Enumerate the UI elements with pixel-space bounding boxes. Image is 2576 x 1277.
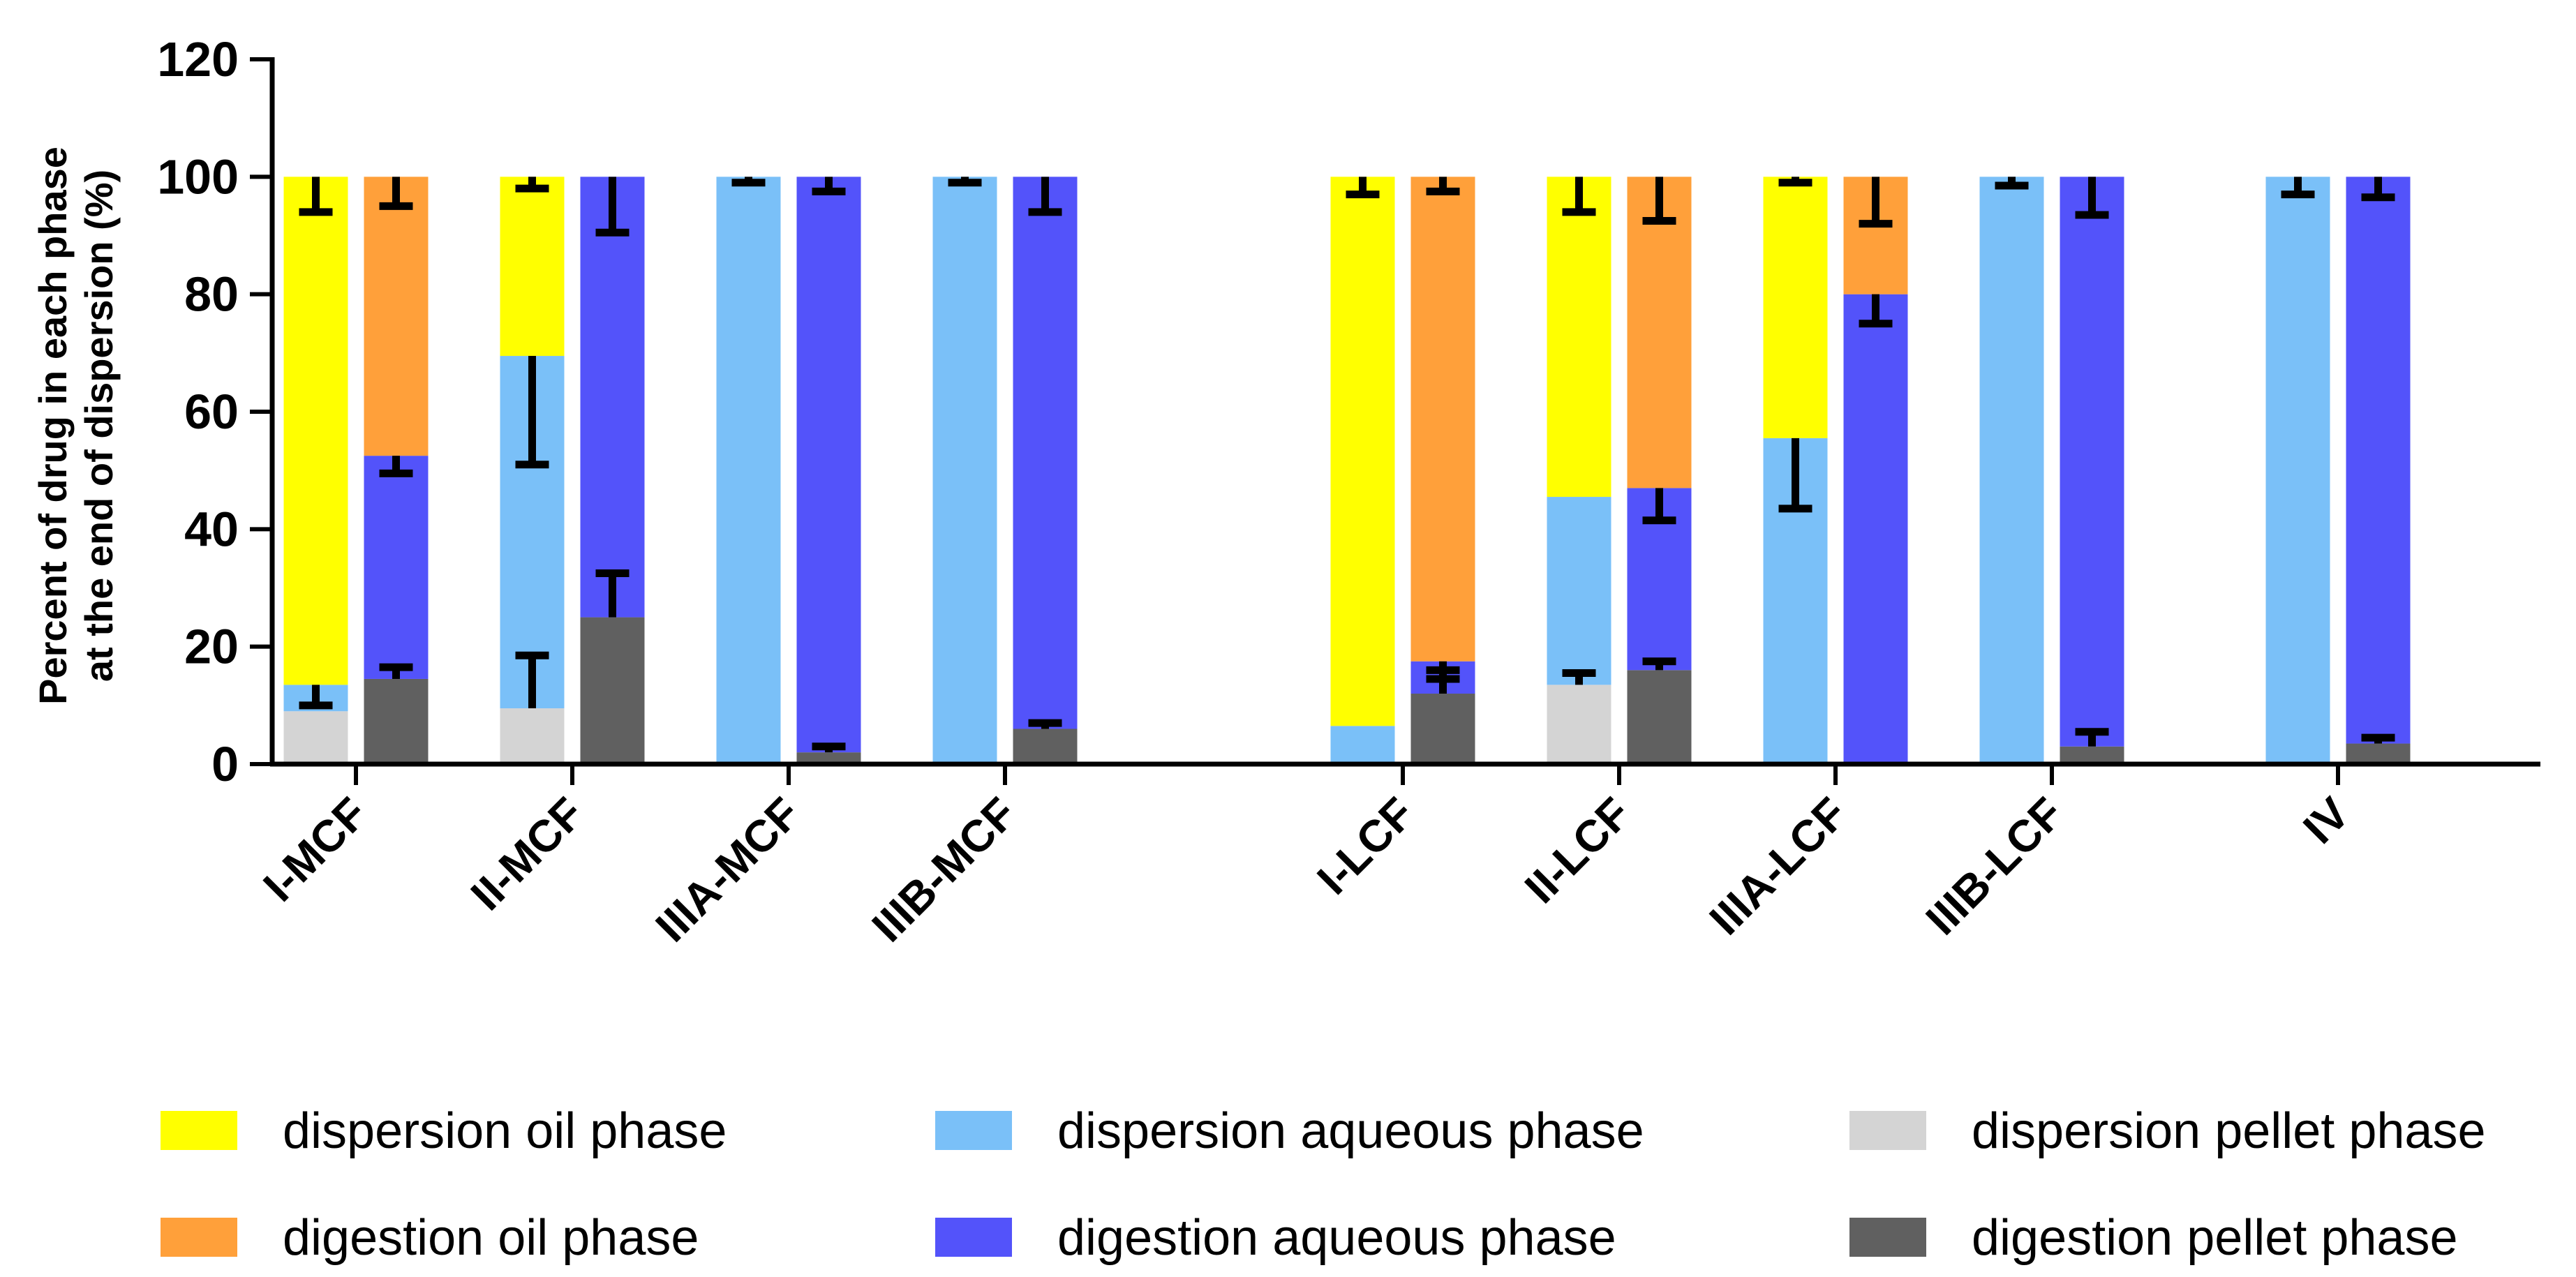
legend-label-dispersion_oil: dispersion oil phase	[283, 1103, 727, 1159]
bar-digestion-oil-II-LCF	[1627, 177, 1692, 488]
x-tick-label-II-MCF: II-MCF	[461, 788, 593, 920]
bar-digestion-pellet-IIIB-MCF	[1013, 729, 1078, 764]
bar-dispersion-oil-II-LCF	[1547, 177, 1611, 498]
legend-swatch-digestion_oil	[161, 1218, 237, 1257]
bar-dispersion-pellet-I-MCF	[283, 711, 348, 764]
legend-label-digestion_oil: digestion oil phase	[283, 1210, 699, 1266]
y-axis-label: Percent of drug in each phase at the end…	[31, 147, 121, 705]
bars	[283, 177, 2411, 765]
bar-dispersion-oil-I-LCF	[1330, 177, 1395, 726]
y-tick-label-0: 0	[211, 737, 239, 791]
y-tick-label-100: 100	[157, 149, 239, 204]
bar-digestion-pellet-IIIB-LCF	[2060, 746, 2124, 764]
bar-digestion-aqueous-IIIB-LCF	[2060, 177, 2124, 747]
y-tick-label-20: 20	[184, 620, 239, 674]
legend-swatch-digestion_aqueous	[935, 1218, 1012, 1257]
y-tick-label-60: 60	[184, 384, 239, 439]
x-tick-label-IIIB-LCF: IIIB-LCF	[1916, 788, 2073, 944]
bar-digestion-aqueous-I-MCF	[364, 456, 429, 679]
legend-label-digestion_pellet: digestion pellet phase	[1972, 1210, 2458, 1266]
bar-dispersion-aqueous-II-LCF	[1547, 497, 1611, 685]
y-tick-label-40: 40	[184, 502, 239, 556]
y-axis-label-line-1: Percent of drug in each phase	[31, 147, 75, 705]
x-tick-label-I-MCF: I-MCF	[253, 788, 377, 911]
bar-digestion-pellet-I-MCF	[364, 678, 429, 764]
legend-label-dispersion_pellet: dispersion pellet phase	[1972, 1103, 2486, 1159]
bar-digestion-oil-I-LCF	[1410, 177, 1475, 662]
x-tick-label-IIIB-MCF: IIIB-MCF	[862, 788, 1025, 951]
x-axis-ticks: I-MCF II-MCF IIIA-MCF IIIB-MCF I-LCF II-LCF II…	[253, 764, 2359, 951]
y-tick-label-120: 120	[157, 32, 239, 87]
bar-digestion-aqueous-II-MCF	[580, 177, 645, 618]
x-tick-label-IIIA-MCF: IIIA-MCF	[646, 788, 809, 951]
legend-label-dispersion_aqueous: dispersion aqueous phase	[1057, 1103, 1644, 1159]
bar-dispersion-oil-I-MCF	[283, 177, 348, 685]
legend-swatch-dispersion_aqueous	[935, 1111, 1012, 1150]
y-tick-label-80: 80	[184, 267, 239, 322]
legend: dispersion oil phase dispersion aqueous p…	[161, 1103, 2486, 1266]
y-axis-label-line-2: at the end of dispersion (%)	[77, 170, 121, 682]
bar-dispersion-aqueous-I-LCF	[1330, 726, 1395, 764]
bar-dispersion-aqueous-IIIB-MCF	[932, 177, 997, 765]
legend-swatch-dispersion_pellet	[1849, 1111, 1926, 1150]
bar-dispersion-oil-IIIA-LCF	[1763, 177, 1828, 438]
bar-dispersion-pellet-II-MCF	[500, 708, 565, 764]
bar-digestion-pellet-II-MCF	[580, 617, 645, 764]
error-bars	[299, 177, 2395, 753]
bar-dispersion-aqueous-IV	[2265, 177, 2330, 765]
x-tick-label-IV: IV	[2293, 788, 2359, 853]
x-tick-label-I-LCF: I-LCF	[1307, 788, 1424, 904]
y-axis-ticks: 0 20 40 60 80 100 120	[157, 32, 272, 791]
bar-dispersion-aqueous-IIIA-MCF	[716, 177, 781, 765]
bar-dispersion-aqueous-IIIB-LCF	[1979, 177, 2044, 765]
bar-digestion-aqueous-IIIA-LCF	[1843, 294, 1908, 765]
bar-digestion-aqueous-IIIA-MCF	[796, 177, 861, 753]
bar-digestion-oil-I-MCF	[364, 177, 429, 456]
bar-digestion-pellet-I-LCF	[1410, 694, 1475, 764]
bar-dispersion-oil-II-MCF	[500, 177, 565, 357]
bar-digestion-pellet-IIIA-MCF	[796, 752, 861, 764]
bar-digestion-pellet-II-LCF	[1627, 670, 1692, 764]
bar-digestion-pellet-IV	[2346, 743, 2411, 764]
x-tick-label-II-LCF: II-LCF	[1515, 788, 1640, 913]
legend-swatch-dispersion_oil	[161, 1111, 237, 1150]
legend-label-digestion_aqueous: digestion aqueous phase	[1057, 1210, 1616, 1266]
legend-swatch-digestion_pellet	[1849, 1218, 1926, 1257]
bar-dispersion-pellet-II-LCF	[1547, 685, 1611, 764]
x-tick-label-IIIA-LCF: IIIA-LCF	[1700, 788, 1856, 944]
bar-digestion-aqueous-IV	[2346, 177, 2411, 744]
bar-digestion-aqueous-IIIB-MCF	[1013, 177, 1078, 729]
